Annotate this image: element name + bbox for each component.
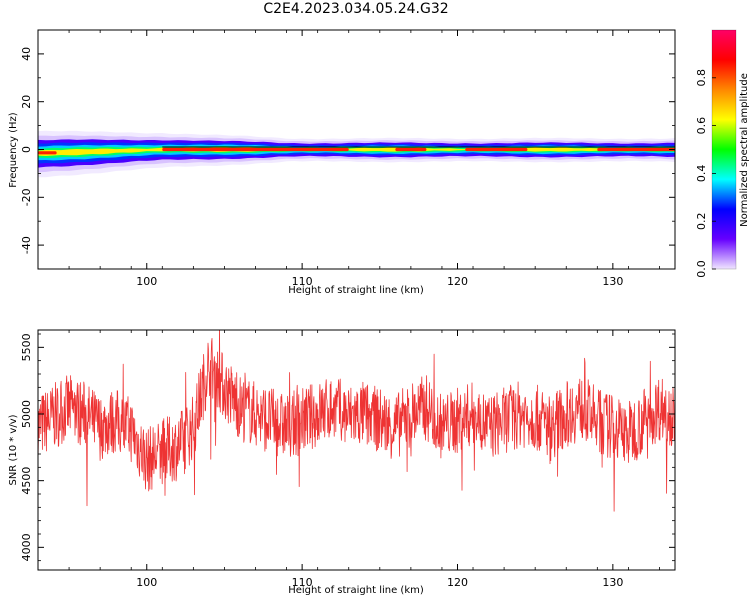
snr-ylabel: SNR (10 * v/v) xyxy=(8,414,19,485)
snr-ytick-label: 5500 xyxy=(20,333,33,361)
colorbar-tick-label: 0.8 xyxy=(695,69,708,87)
chart-title: C2E4.2023.034.05.24.G32 xyxy=(263,1,449,17)
snr-background xyxy=(38,330,675,570)
snr-series-line xyxy=(38,330,675,512)
spectrogram-panel: 100 110 120 130 40 20 0 -20 -40 Height of straig… xyxy=(8,29,676,296)
spectrogram-peak-core xyxy=(38,151,57,155)
spectrogram-peak-core xyxy=(395,147,427,152)
spectrogram-ylabel: Frequency (Hz) xyxy=(8,112,19,188)
snr-xlabel: Height of straight line (km) xyxy=(288,585,424,596)
colorbar-frame xyxy=(711,29,737,270)
spectrogram-xtick-label: 100 xyxy=(136,275,157,288)
colorbar: 0.0 0.2 0.4 0.6 0.8 Normalized spectral ampl… xyxy=(695,29,750,278)
snr-ytick-label: 5000 xyxy=(20,400,33,428)
spectrogram-ytick-label: -20 xyxy=(20,188,33,206)
snr-xtick-label: 120 xyxy=(447,576,468,589)
spectrogram-ytick-label: 40 xyxy=(20,47,33,61)
colorbar-tick-label: 0.6 xyxy=(695,117,708,135)
colorbar-gradient xyxy=(712,30,736,269)
colorbar-label: Normalized spectral amplitude xyxy=(739,73,750,227)
snr-ytick-label: 4500 xyxy=(20,467,33,495)
snr-xtick-label: 130 xyxy=(602,576,623,589)
spectrogram-peak-core xyxy=(597,147,675,152)
spectrogram-ytick-label: 0 xyxy=(20,146,33,153)
spectrogram-ytick-label: -40 xyxy=(20,236,33,254)
spectrogram-ytick-label: 20 xyxy=(20,95,33,109)
snr-frame xyxy=(37,329,676,571)
spectrogram-peak-core xyxy=(162,147,349,152)
spectrogram-xtick-label: 110 xyxy=(292,275,313,288)
snr-xtick-label: 100 xyxy=(136,576,157,589)
spectrogram-peak-core xyxy=(465,147,528,152)
spectrogram-xtick-label: 120 xyxy=(447,275,468,288)
spectrogram-xlabel: Height of straight line (km) xyxy=(288,285,424,296)
spectrogram-xtick-label: 130 xyxy=(602,275,623,288)
snr-xtick-label: 110 xyxy=(292,576,313,589)
colorbar-tick-label: 0.2 xyxy=(695,212,708,230)
spectrogram-image xyxy=(38,130,675,178)
snr-panel: 100 110 120 130 5500 5000 4500 4000 Height of s… xyxy=(8,329,676,596)
colorbar-tick-label: 0.4 xyxy=(695,165,708,183)
snr-ytick-label: 4000 xyxy=(20,533,33,561)
colorbar-tick-label: 0.0 xyxy=(695,260,708,278)
